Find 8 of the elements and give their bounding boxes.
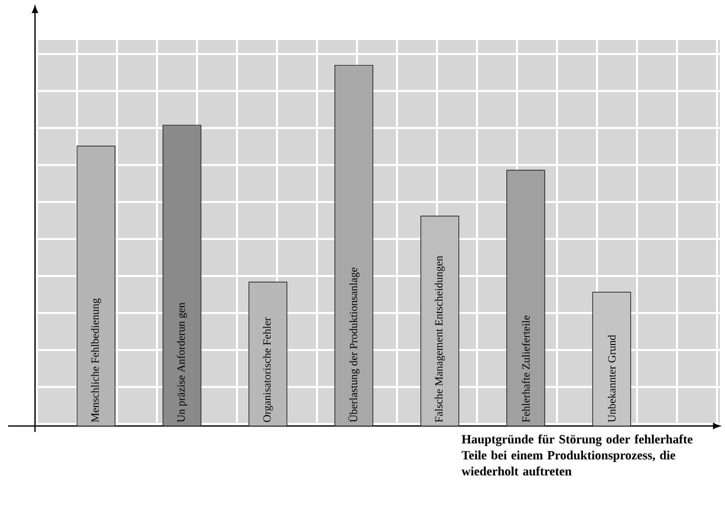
x-tick-label: Fehlerhafte Zulieferteile — [522, 316, 530, 422]
x-tick-label: Un präzise Anforderun gen — [176, 302, 188, 422]
x-axis-title: Hauptgründe für Störung oder fehlerhafte Teile bei einem Produktionsprozess, die wiederholt auftreten — [462, 434, 692, 476]
x-tick-label: Unbekannter Grund — [608, 334, 616, 422]
x-tick-label: Überlastung der Produktionsanlage — [348, 268, 360, 422]
x-tick-label: Organisatorische Fehler — [262, 317, 273, 422]
x-tick-label: Falsche Management Entscheidungen — [434, 256, 445, 422]
x-tick-label: Menschliche Fehlbedienung — [91, 298, 102, 422]
